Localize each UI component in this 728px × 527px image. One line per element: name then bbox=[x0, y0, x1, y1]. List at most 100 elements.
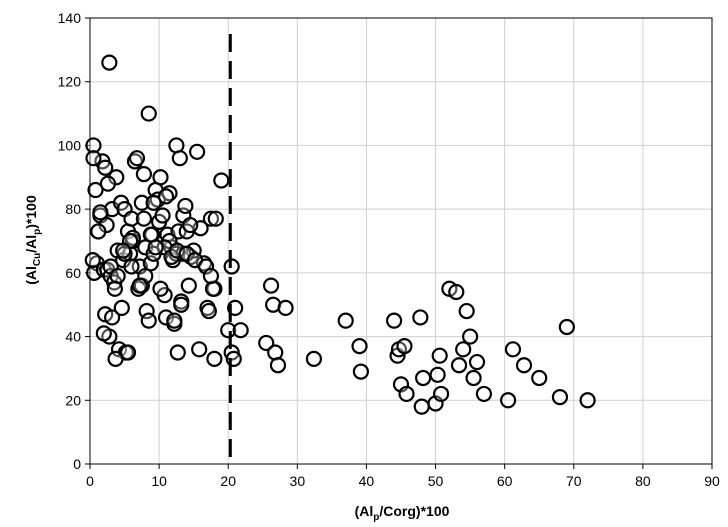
data-point bbox=[95, 325, 112, 342]
data-point bbox=[431, 347, 448, 364]
data-point bbox=[337, 312, 354, 329]
data-point bbox=[104, 309, 121, 326]
y-tick-label: 140 bbox=[58, 10, 82, 26]
x-tick-label: 20 bbox=[220, 473, 236, 489]
x-tick-label: 70 bbox=[566, 473, 582, 489]
data-point bbox=[115, 242, 132, 259]
x-tick-label: 50 bbox=[428, 473, 444, 489]
data-point bbox=[85, 137, 102, 154]
data-point bbox=[213, 172, 230, 189]
data-point bbox=[123, 258, 140, 275]
x-tick-label: 90 bbox=[704, 473, 720, 489]
data-point bbox=[412, 309, 429, 326]
y-axis-title: (AlCu/Alp)*100 bbox=[23, 195, 43, 285]
data-point bbox=[147, 239, 164, 256]
data-point bbox=[448, 283, 465, 301]
data-point bbox=[87, 181, 104, 199]
data-point bbox=[385, 312, 403, 329]
data-point bbox=[107, 350, 124, 367]
y-tick-label: 40 bbox=[65, 329, 81, 345]
data-point bbox=[232, 322, 249, 339]
data-point bbox=[99, 175, 117, 192]
data-point bbox=[135, 166, 153, 183]
data-point bbox=[504, 341, 522, 358]
data-point bbox=[305, 350, 323, 367]
data-point bbox=[200, 302, 217, 320]
data-point bbox=[413, 398, 430, 415]
data-point bbox=[551, 389, 569, 406]
x-axis-ticks: 0 10 20 30 40 50 60 70 80 90 bbox=[86, 464, 720, 489]
y-tick-label: 100 bbox=[58, 137, 82, 153]
data-point bbox=[432, 385, 450, 403]
data-point bbox=[177, 197, 194, 215]
data-point bbox=[180, 277, 197, 294]
data-point bbox=[269, 357, 287, 374]
x-axis-title: (Alp/Corg)*100 bbox=[355, 503, 450, 523]
data-point bbox=[351, 338, 368, 355]
x-tick-label: 0 bbox=[86, 473, 94, 489]
data-point bbox=[396, 338, 413, 355]
data-point bbox=[558, 318, 575, 336]
data-point bbox=[206, 350, 223, 367]
data-point bbox=[475, 385, 493, 403]
data-point bbox=[207, 210, 224, 227]
data-point bbox=[101, 54, 118, 71]
y-tick-label: 60 bbox=[65, 265, 81, 281]
x-tick-label: 40 bbox=[359, 473, 375, 489]
data-point bbox=[152, 169, 169, 186]
x-tick-label: 10 bbox=[151, 473, 167, 489]
data-points bbox=[84, 54, 596, 415]
data-point bbox=[157, 188, 175, 205]
data-point bbox=[352, 363, 370, 380]
y-tick-label: 20 bbox=[65, 392, 81, 408]
data-point bbox=[133, 194, 150, 211]
data-point bbox=[398, 385, 415, 403]
data-point bbox=[462, 328, 479, 345]
y-axis-ticks: 0 20 40 60 80 100 120 140 bbox=[58, 10, 90, 472]
data-point bbox=[106, 280, 123, 297]
data-point bbox=[119, 344, 137, 361]
data-point bbox=[109, 267, 126, 285]
data-point bbox=[202, 210, 220, 227]
data-point bbox=[531, 369, 548, 387]
data-point bbox=[113, 299, 130, 316]
x-tick-label: 80 bbox=[635, 473, 651, 489]
data-point bbox=[173, 296, 190, 313]
data-point bbox=[429, 366, 446, 383]
data-point bbox=[267, 344, 284, 361]
data-point bbox=[515, 357, 533, 374]
data-point bbox=[140, 105, 157, 122]
data-point bbox=[90, 223, 107, 240]
data-point bbox=[171, 150, 188, 167]
y-tick-label: 0 bbox=[73, 456, 81, 472]
data-point bbox=[277, 299, 294, 316]
data-point bbox=[455, 341, 472, 358]
data-point bbox=[92, 204, 109, 221]
data-point bbox=[202, 267, 220, 285]
data-point bbox=[204, 280, 222, 297]
data-point bbox=[123, 210, 140, 227]
data-point bbox=[458, 302, 475, 320]
data-point bbox=[131, 277, 148, 294]
data-point bbox=[189, 143, 206, 160]
data-point bbox=[152, 280, 169, 297]
data-point bbox=[500, 392, 517, 409]
data-point bbox=[182, 216, 199, 234]
y-tick-label: 120 bbox=[58, 74, 82, 90]
data-point bbox=[258, 334, 275, 352]
data-point bbox=[97, 159, 114, 176]
grid-lines bbox=[90, 18, 712, 464]
x-tick-label: 60 bbox=[497, 473, 513, 489]
data-point bbox=[140, 312, 157, 329]
data-point bbox=[128, 150, 146, 167]
data-point bbox=[166, 312, 183, 329]
data-point bbox=[262, 277, 280, 294]
data-point bbox=[450, 357, 468, 374]
data-point bbox=[579, 392, 596, 409]
data-point bbox=[468, 353, 486, 371]
data-point bbox=[154, 207, 171, 224]
data-point bbox=[465, 369, 482, 387]
data-point bbox=[415, 369, 432, 387]
data-point bbox=[135, 210, 153, 227]
